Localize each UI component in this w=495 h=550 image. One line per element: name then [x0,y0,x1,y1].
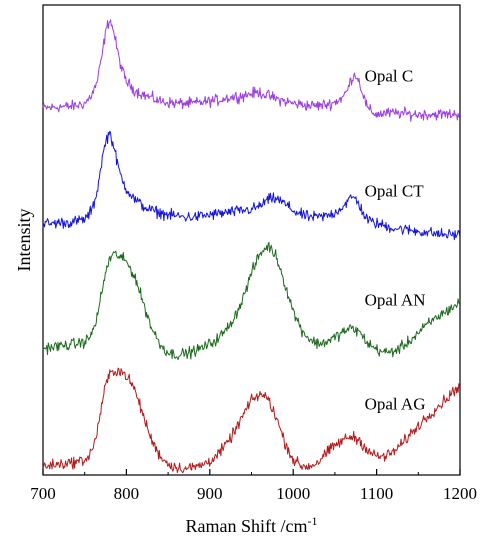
x-ticks-layer: 700 800 900 1000 1100 1200 [30,469,477,503]
series-layer [42,19,461,474]
series-label-opal-c: Opal C [365,67,414,86]
x-tick-label-1100: 1100 [360,484,393,503]
x-tick-label-900: 900 [197,484,223,503]
series-line-opal-an [42,241,460,361]
series-labels-layer: Opal C Opal CT Opal AN Opal AG [365,67,426,414]
x-axis-title: Raman Shift /cm-1 [186,514,318,536]
series-label-opal-ag: Opal AG [365,394,426,413]
series-label-opal-an: Opal AN [365,291,426,310]
x-tick-label-1200: 1200 [443,484,477,503]
x-tick-label-700: 700 [30,484,56,503]
series-line-opal-ag [42,367,461,474]
x-tick-label-1000: 1000 [276,484,310,503]
x-axis-title-text: Raman Shift /cm [186,516,308,536]
y-axis-title: Intensity [14,209,34,272]
x-axis-title-superscript: -1 [307,514,317,528]
x-tick-label-800: 800 [114,484,140,503]
series-line-opal-ct [42,130,461,241]
series-label-opal-ct: Opal CT [365,181,425,200]
series-line-opal-c [42,19,461,122]
